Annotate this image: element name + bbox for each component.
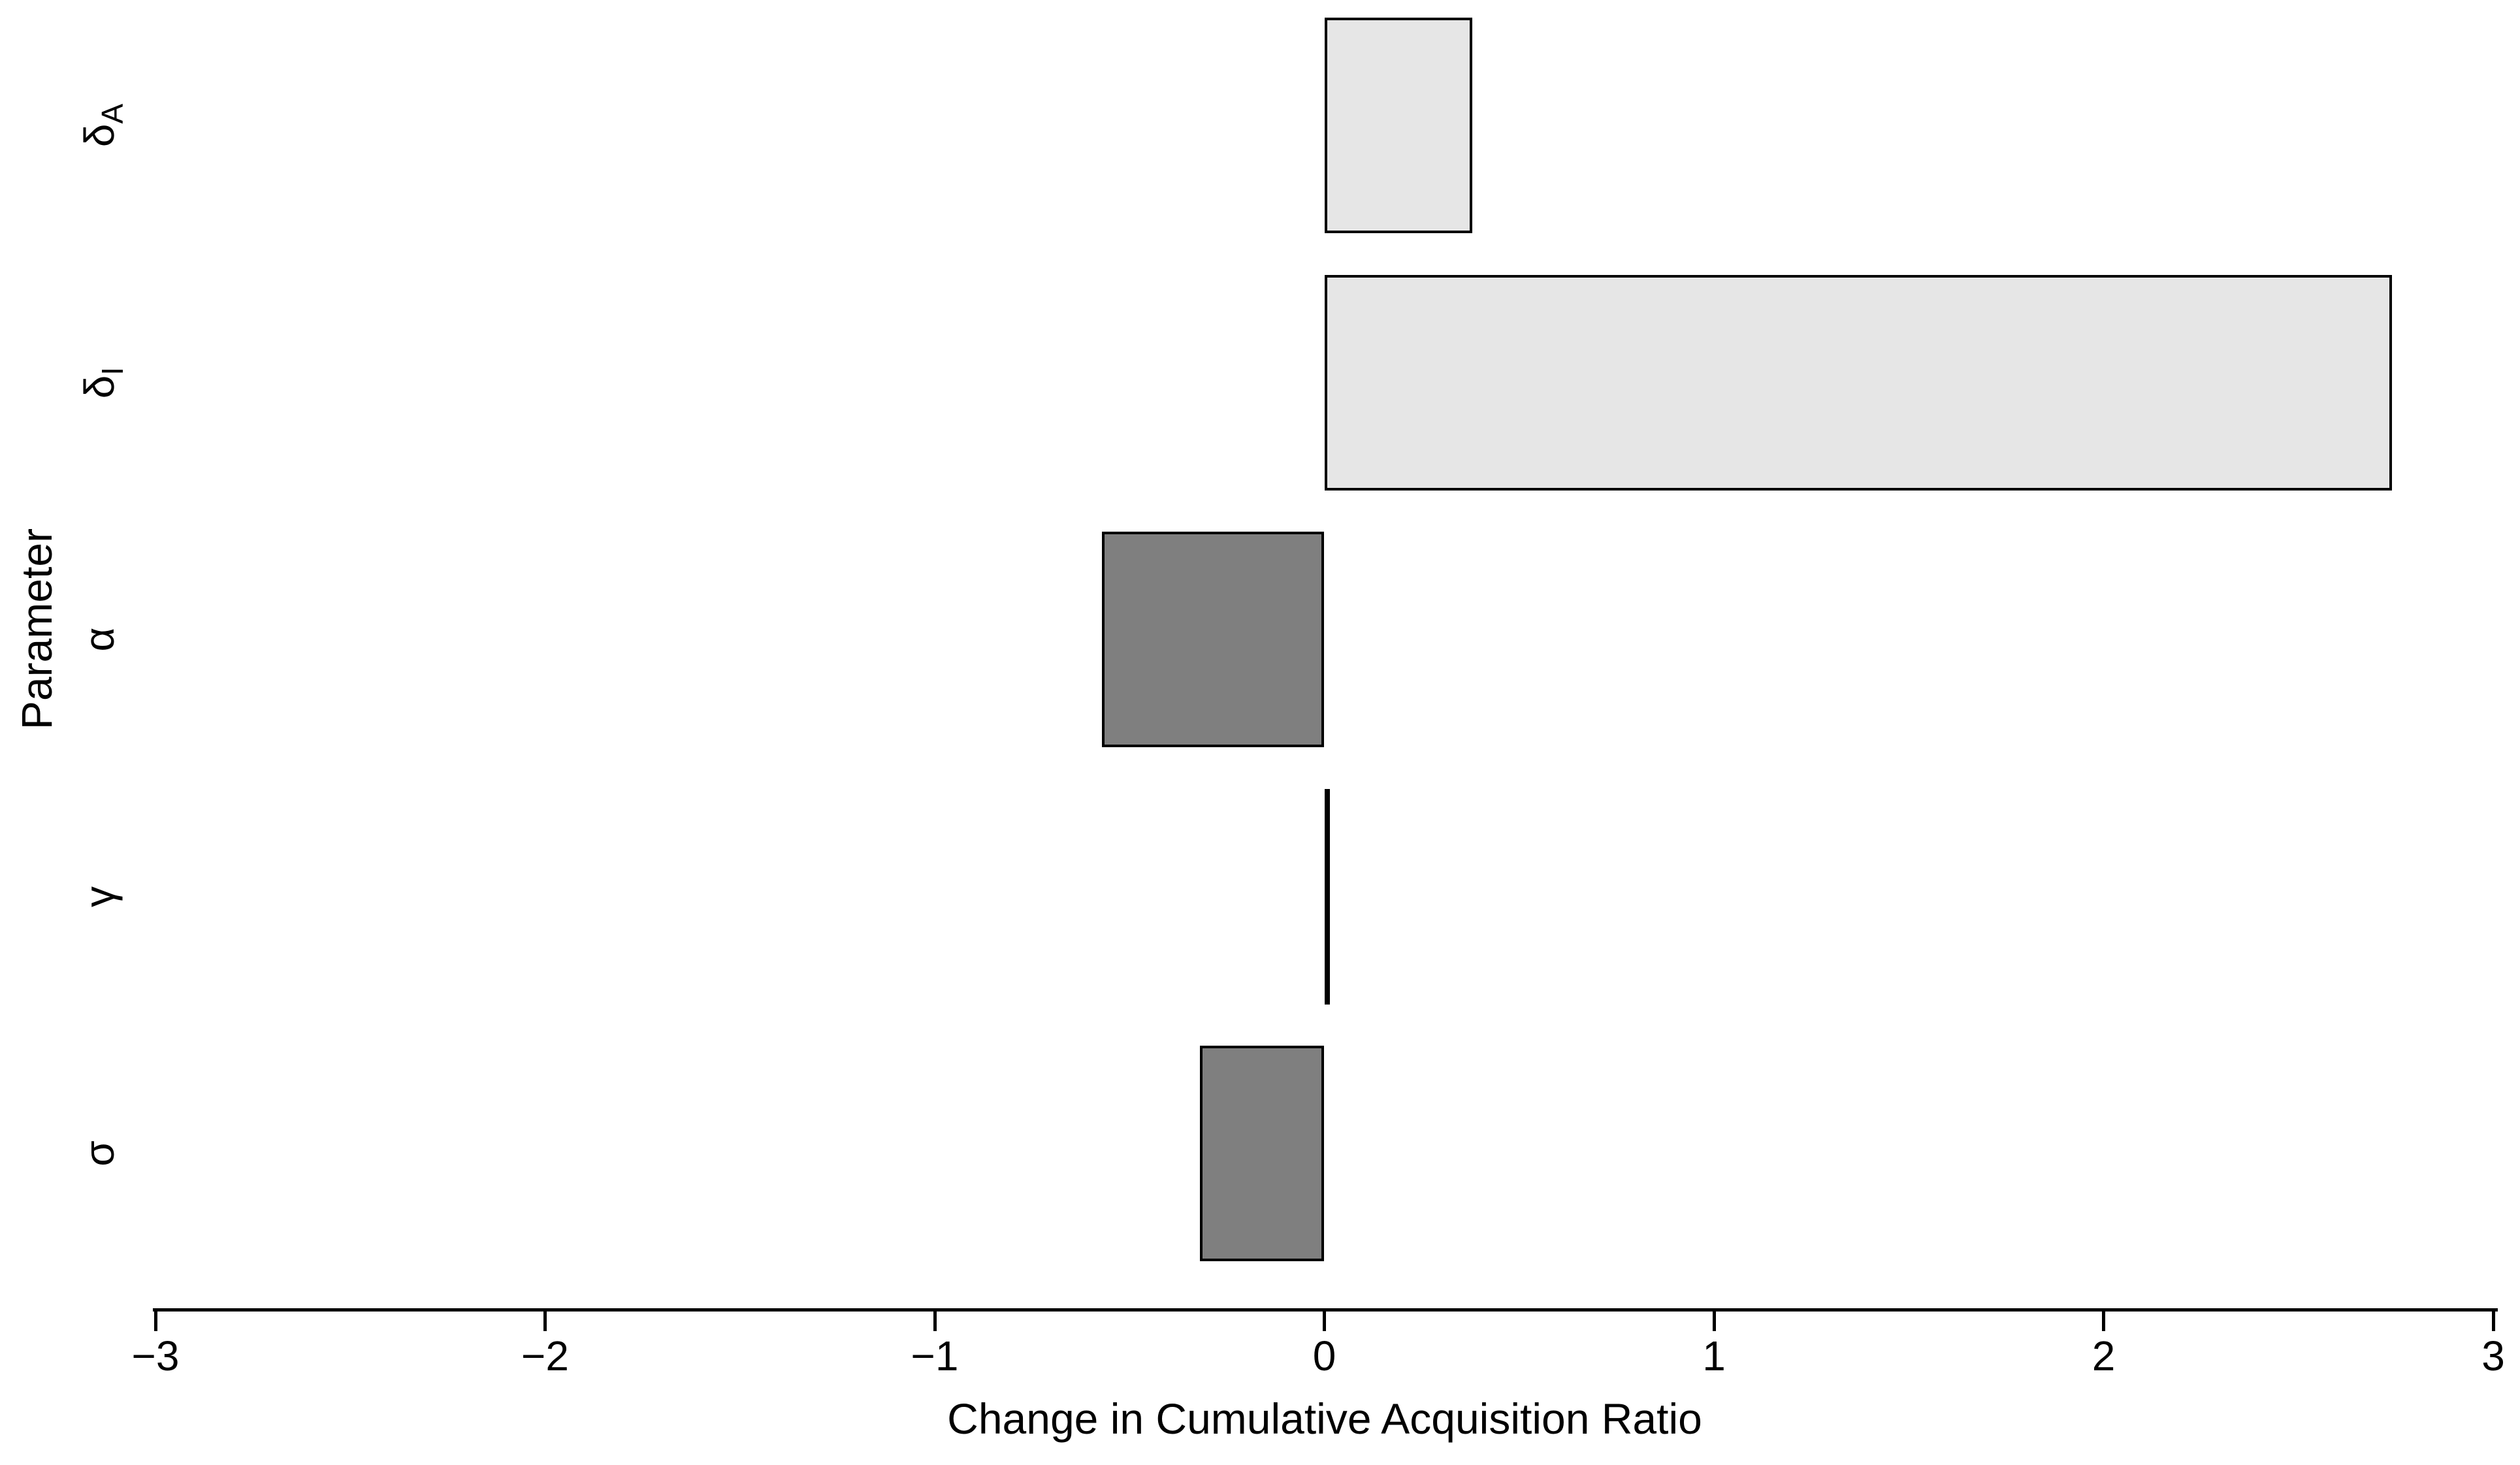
category-symbol: σ	[76, 1140, 123, 1167]
bar-delta-A	[1324, 18, 1473, 233]
bar-gamma	[1324, 788, 1330, 1005]
category-label-sigma: σ	[76, 1140, 123, 1167]
category-symbol: α	[76, 627, 123, 652]
bar-delta-I	[1324, 274, 2392, 491]
x-tick-label-3: 3	[2481, 1332, 2505, 1379]
x-tick-label-0: 0	[1312, 1332, 1336, 1379]
x-tick-2	[2102, 1309, 2105, 1331]
bar-sigma	[1199, 1046, 1325, 1262]
category-symbol: γ	[76, 886, 123, 907]
x-tick-1	[1712, 1309, 1716, 1331]
bar-alpha	[1102, 532, 1325, 748]
x-tick-0	[1323, 1309, 1326, 1331]
x-tick-−3	[153, 1309, 157, 1331]
x-tick-label-2: 2	[2092, 1332, 2116, 1379]
x-tick-3	[2491, 1309, 2495, 1331]
x-axis-title: Change in Cumulative Acquisition Ratio	[947, 1394, 1702, 1443]
category-label-gamma: γ	[76, 886, 123, 907]
category-label-delta-I: δI	[76, 366, 129, 398]
category-label-delta-A: δA	[76, 104, 129, 148]
category-symbol: δ	[76, 375, 123, 398]
category-symbol: δ	[76, 123, 123, 148]
category-subscript: I	[95, 366, 129, 376]
x-tick-label-−2: −2	[521, 1332, 569, 1379]
category-label-alpha: α	[76, 627, 123, 652]
y-axis-title: Parameter	[12, 528, 61, 730]
category-subscript: A	[95, 103, 129, 124]
x-tick-label-−3: −3	[131, 1332, 180, 1379]
x-tick-label-1: 1	[1702, 1332, 1726, 1379]
x-tick-label-−1: −1	[911, 1332, 959, 1379]
x-tick-−1	[933, 1309, 937, 1331]
x-tick-−2	[543, 1309, 547, 1331]
